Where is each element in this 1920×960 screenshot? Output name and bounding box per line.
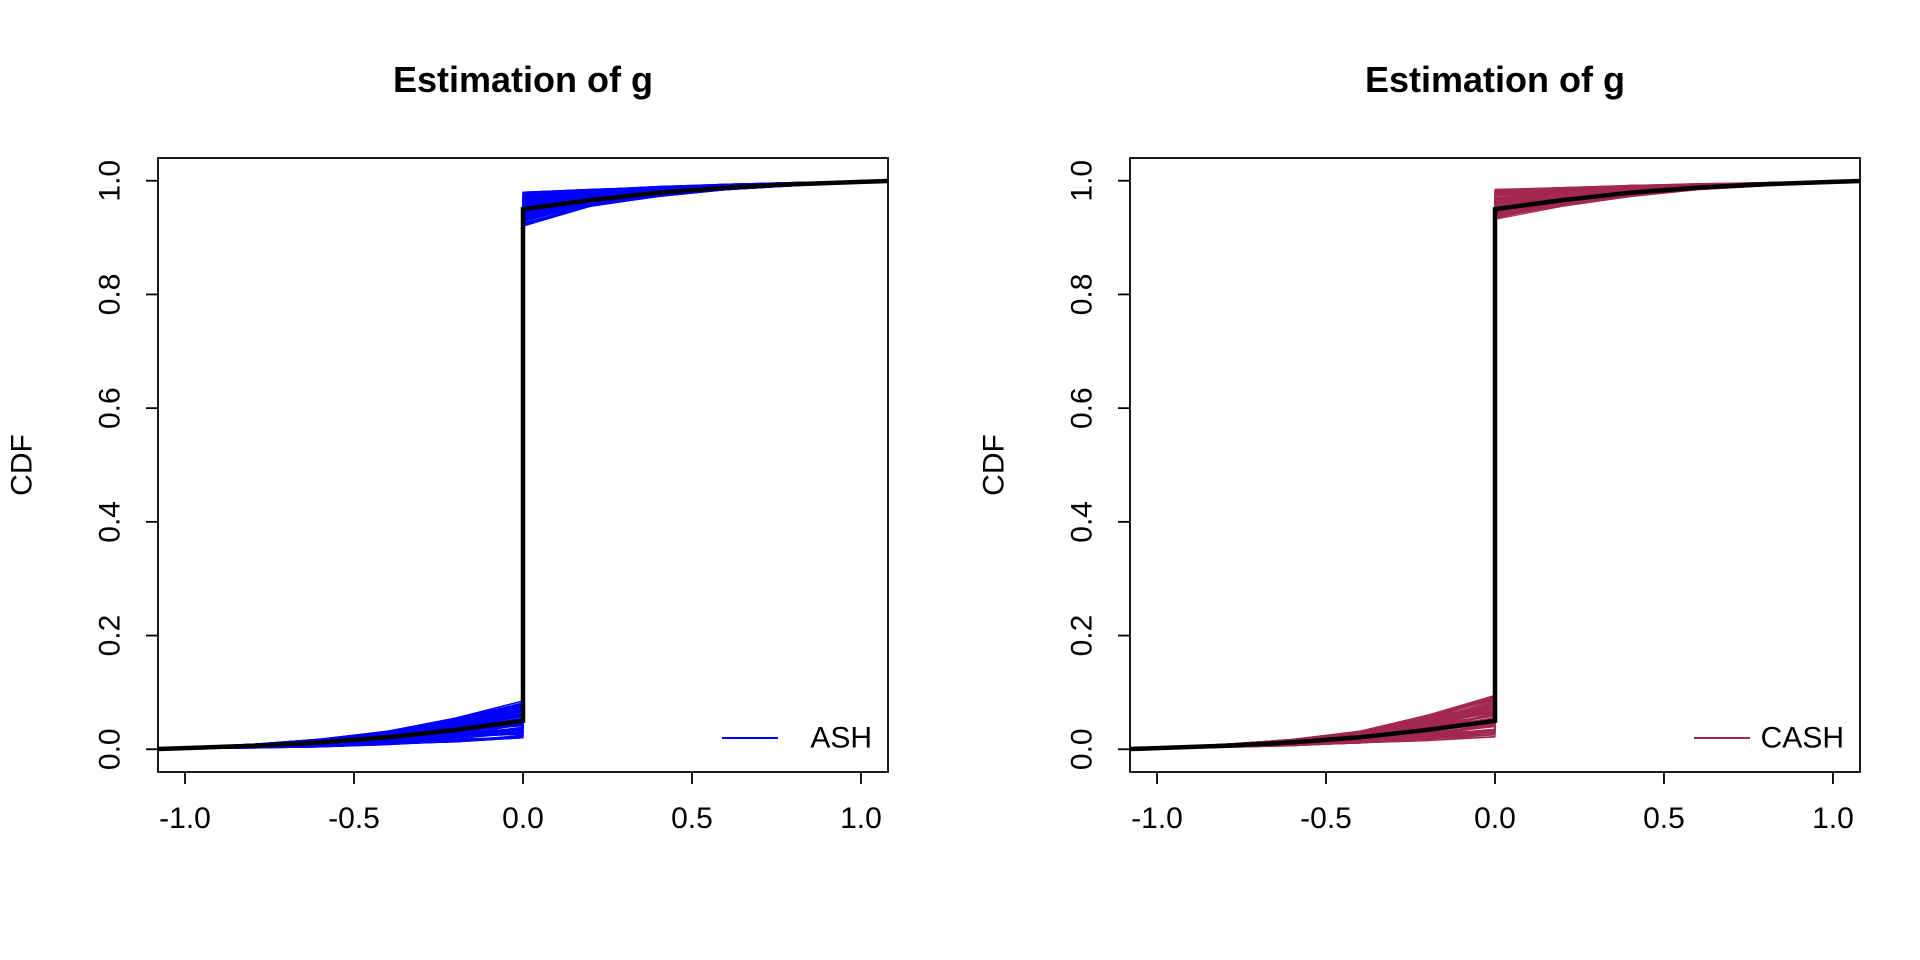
- x-tick-label: -1.0: [1131, 802, 1183, 835]
- legend: ASH: [722, 722, 872, 755]
- legend-label-cash: CASH: [1761, 722, 1844, 755]
- x-tick-label: 0.5: [1643, 802, 1685, 835]
- x-tick-label: 0.0: [502, 802, 544, 835]
- y-tick-label: 0.6: [1066, 387, 1099, 429]
- panel-title: Estimation of g: [1365, 59, 1625, 100]
- y-tick-label: 0.4: [94, 501, 127, 543]
- x-tick-label: -0.5: [328, 802, 380, 835]
- y-axis: 0.0 0.2 0.4 0.6 0.8 1.0: [94, 160, 158, 770]
- y-axis: 0.0 0.2 0.4 0.6 0.8 1.0: [1066, 160, 1130, 770]
- y-tick-label: 0.2: [1066, 615, 1099, 657]
- y-axis-label: CDF: [6, 434, 39, 496]
- y-tick-label: 0.8: [94, 274, 127, 316]
- x-axis: -1.0 -0.5 0.0 0.5 1.0: [1131, 772, 1854, 835]
- panel-cash: Estimation of g CDF -1.0 -0.5 0.0 0.5 1.0 0.…: [978, 59, 1861, 835]
- panel-title: Estimation of g: [393, 59, 653, 100]
- y-tick-label: 0.0: [1066, 728, 1099, 770]
- true-cdf-line: [158, 178, 888, 752]
- legend: CASH: [1694, 722, 1844, 755]
- y-axis-label: CDF: [978, 434, 1011, 496]
- x-tick-label: 1.0: [840, 802, 882, 835]
- x-tick-label: -0.5: [1300, 802, 1352, 835]
- x-tick-label: 0.0: [1474, 802, 1516, 835]
- panel-ash: Estimation of g CDF -1.0 -0.5 0.0 0.5 1.0 0.…: [6, 59, 889, 835]
- x-tick-label: 0.5: [671, 802, 713, 835]
- y-tick-label: 1.0: [1066, 160, 1099, 202]
- y-tick-label: 0.0: [94, 728, 127, 770]
- x-tick-label: 1.0: [1812, 802, 1854, 835]
- y-tick-label: 0.2: [94, 615, 127, 657]
- y-tick-label: 0.8: [1066, 274, 1099, 316]
- x-axis: -1.0 -0.5 0.0 0.5 1.0: [159, 772, 882, 835]
- y-tick-label: 0.6: [94, 387, 127, 429]
- x-tick-label: -1.0: [159, 802, 211, 835]
- legend-label-ash: ASH: [810, 722, 872, 755]
- y-tick-label: 0.4: [1066, 501, 1099, 543]
- y-tick-label: 1.0: [94, 160, 127, 202]
- true-cdf-line: [1130, 178, 1860, 752]
